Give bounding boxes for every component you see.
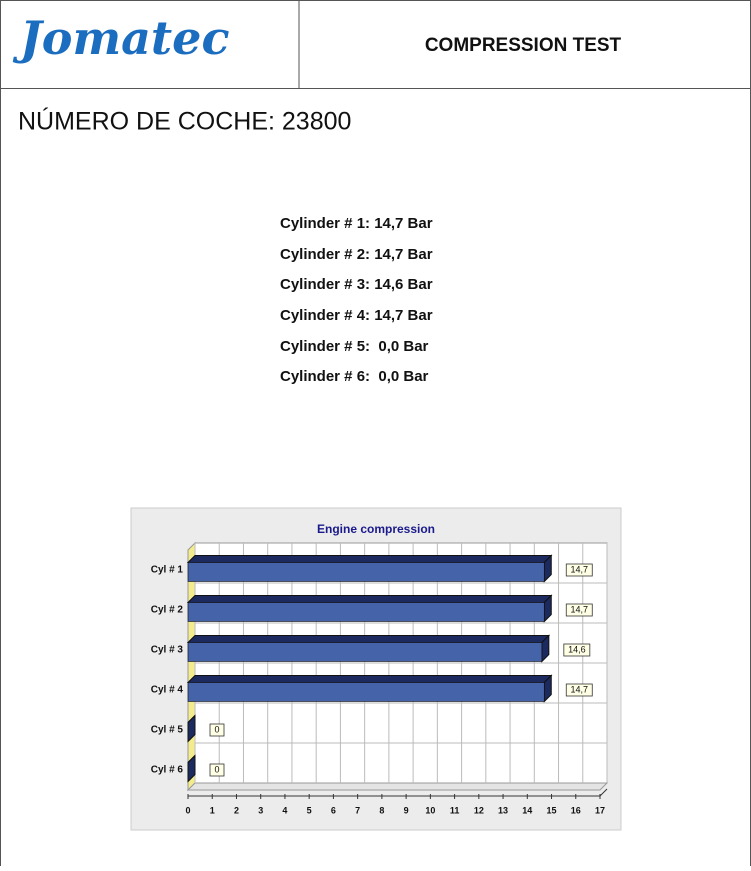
- x-tick-label: 12: [474, 805, 484, 815]
- value-label: 0: [214, 764, 219, 774]
- x-tick-label: 14: [522, 805, 532, 815]
- y-tick-label: Cyl # 3: [151, 645, 184, 656]
- cylinder-reading: Cylinder # 2: 14,7 Bar: [280, 246, 433, 263]
- chart-title: Engine compression: [317, 522, 435, 536]
- cylinder-reading: Cylinder # 1: 14,7 Bar: [280, 215, 433, 232]
- x-tick-label: 13: [498, 805, 508, 815]
- x-axis-depth: [599, 788, 608, 797]
- x-tick-label: 2: [234, 805, 239, 815]
- bar-front: [187, 682, 545, 702]
- value-label: 14,7: [570, 564, 588, 574]
- value-label-box: [565, 563, 593, 577]
- x-tick-label: 4: [282, 805, 287, 815]
- bar-top: [186, 635, 551, 643]
- bar-top: [186, 675, 553, 683]
- bar-front: [187, 602, 545, 622]
- x-tick-label: 6: [331, 805, 336, 815]
- x-tick-label: 17: [595, 805, 605, 815]
- y-tick-label: Cyl # 1: [151, 565, 184, 576]
- y-tick-label: Cyl # 4: [151, 685, 184, 696]
- x-tick-label: 1: [210, 805, 215, 815]
- x-tick-label: 11: [450, 805, 460, 815]
- bar-top: [186, 595, 553, 603]
- bar: [186, 594, 553, 623]
- bar-front: [187, 562, 545, 582]
- header-title: COMPRESSION TEST: [425, 35, 622, 56]
- bar-top: [186, 555, 553, 563]
- x-tick-label: 8: [379, 805, 384, 815]
- cylinder-reading: Cylinder # 3: 14,6 Bar: [280, 276, 433, 293]
- logo: Jomatec: [12, 11, 229, 65]
- value-label: 14,7: [570, 684, 588, 694]
- value-label-box: [565, 683, 593, 697]
- y-tick-label: Cyl # 6: [151, 765, 184, 776]
- bar-side: [187, 754, 196, 783]
- value-label-box: [209, 763, 225, 777]
- x-tick-label: 9: [404, 805, 409, 815]
- x-tick-label: 7: [355, 805, 360, 815]
- x-tick-label: 10: [425, 805, 435, 815]
- bar: [186, 554, 553, 583]
- readings: Cylinder # 1: 14,7 Bar Cylinder # 2: 14,7…: [280, 215, 433, 385]
- bar-side: [187, 714, 196, 743]
- bar: [187, 754, 196, 783]
- y-tick-label: Cyl # 2: [151, 605, 184, 616]
- bar: [186, 674, 553, 703]
- x-tick-label: 0: [185, 805, 190, 815]
- cylinder-reading: Cylinder # 6: 0,0 Bar: [280, 368, 429, 385]
- x-tick-label: 16: [571, 805, 581, 815]
- value-label: 14,7: [570, 604, 588, 614]
- value-label-box: [209, 723, 225, 737]
- y-tick-label: Cyl # 5: [151, 725, 184, 736]
- plot-floor: [186, 782, 609, 791]
- bar: [187, 714, 196, 743]
- x-tick-label: 3: [258, 805, 263, 815]
- value-label-box: [563, 643, 591, 657]
- cylinder-reading: Cylinder # 5: 0,0 Bar: [280, 338, 429, 355]
- bar: [186, 634, 551, 663]
- cylinder-reading: Cylinder # 4: 14,7 Bar: [280, 307, 433, 324]
- value-label: 0: [214, 724, 219, 734]
- x-tick-label: 15: [547, 805, 557, 815]
- value-label-box: [565, 603, 593, 617]
- value-label: 14,6: [568, 644, 586, 654]
- car-number: NÚMERO DE COCHE: 23800: [18, 107, 351, 136]
- x-tick-label: 5: [307, 805, 312, 815]
- bar-front: [187, 642, 543, 662]
